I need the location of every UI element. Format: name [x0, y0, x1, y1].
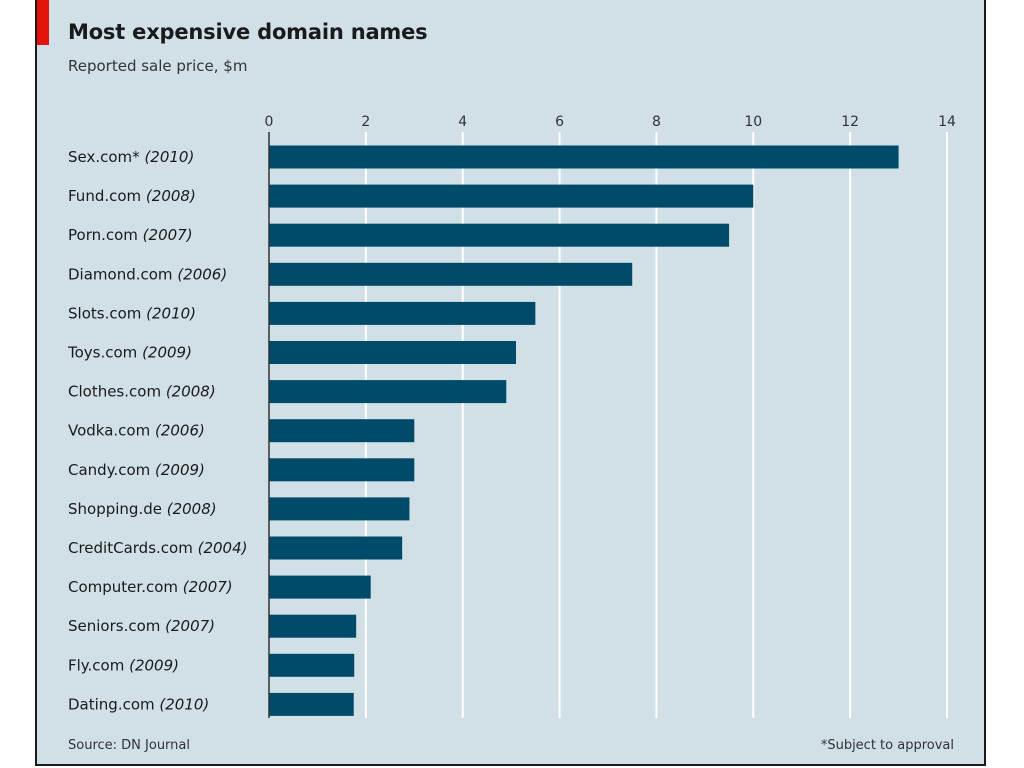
category-name: Sex.com*: [68, 148, 144, 166]
category-label-8: Candy.com (2009): [68, 461, 205, 479]
x-tick-label-10: 10: [744, 114, 762, 130]
category-label-4: Slots.com (2010): [68, 304, 196, 322]
bar-8: [269, 458, 415, 482]
category-year: (2010): [144, 148, 194, 166]
category-name: Dating.com: [68, 695, 159, 713]
bar-11: [269, 575, 371, 599]
category-label-9: Shopping.de (2008): [68, 500, 217, 518]
bar-4: [269, 301, 536, 325]
category-name: Vodka.com: [68, 422, 155, 440]
chart-title: Most expensive domain names: [68, 20, 428, 44]
category-name: Candy.com: [68, 461, 155, 479]
category-label-3: Diamond.com (2006): [68, 265, 227, 283]
category-name: Fund.com: [68, 187, 146, 205]
category-year: (2008): [146, 187, 196, 205]
source-note: Source: DN Journal: [68, 738, 190, 753]
bar-14: [269, 692, 354, 716]
bar-13: [269, 653, 355, 677]
x-tick-label-6: 6: [555, 114, 564, 130]
category-label-10: CreditCards.com (2004): [68, 539, 247, 557]
category-year: (2009): [129, 656, 179, 674]
category-label-0: Sex.com* (2010): [68, 148, 194, 166]
x-tick-label-0: 0: [265, 114, 274, 130]
category-year: (2006): [155, 422, 205, 440]
bar-1: [269, 184, 754, 208]
category-name: Diamond.com: [68, 265, 177, 283]
category-label-1: Fund.com (2008): [68, 187, 196, 205]
category-name: Computer.com: [68, 578, 183, 596]
x-tick-label-2: 2: [361, 114, 370, 130]
x-tick-label-8: 8: [652, 114, 661, 130]
red-tag-accent: [37, 0, 49, 45]
category-year: (2009): [142, 344, 192, 362]
category-year: (2010): [159, 695, 209, 713]
bar-9: [269, 497, 410, 521]
bar-12: [269, 614, 357, 638]
category-name: Slots.com: [68, 304, 146, 322]
x-tick-label-12: 12: [841, 114, 859, 130]
category-year: (2007): [183, 578, 233, 596]
bar-2: [269, 223, 730, 247]
bar-chart: 0 2 4 6 8 10 12 14 Sex.com* (2010) Fund.com (2008…: [67, 114, 956, 718]
category-year: (2007): [143, 226, 193, 244]
category-name: CreditCards.com: [68, 539, 198, 557]
bar-7: [269, 419, 415, 443]
category-name: Toys.com: [67, 344, 142, 362]
category-label-2: Porn.com (2007): [68, 226, 193, 244]
chart-panel: Most expensive domain names Reported sal…: [35, 0, 986, 766]
category-label-12: Seniors.com (2007): [68, 617, 215, 635]
category-label-5: Toys.com (2009): [67, 344, 192, 362]
category-year: (2007): [165, 617, 215, 635]
bar-10: [269, 536, 403, 560]
category-name: Fly.com: [68, 656, 129, 674]
footnote: *Subject to approval: [820, 738, 954, 753]
category-label-11: Computer.com (2007): [68, 578, 233, 596]
category-year: (2008): [167, 500, 217, 518]
x-tick-label-14: 14: [938, 114, 956, 130]
bar-3: [269, 262, 633, 286]
category-name: Shopping.de: [68, 500, 167, 518]
category-label-14: Dating.com (2010): [68, 695, 209, 713]
category-name: Porn.com: [68, 226, 143, 244]
category-year: (2009): [155, 461, 205, 479]
category-year: (2004): [198, 539, 248, 557]
bar-5: [269, 341, 516, 364]
x-tick-label-4: 4: [458, 114, 467, 130]
category-year: (2006): [177, 265, 227, 283]
category-label-6: Clothes.com (2008): [68, 383, 216, 401]
chart-subtitle: Reported sale price, $m: [68, 57, 248, 75]
category-name: Seniors.com: [68, 617, 165, 635]
category-label-13: Fly.com (2009): [68, 656, 179, 674]
bar-6: [269, 380, 507, 404]
category-year: (2010): [146, 304, 196, 322]
category-name: Clothes.com: [68, 383, 166, 401]
bar-0: [269, 145, 899, 169]
category-label-7: Vodka.com (2006): [68, 422, 205, 440]
category-year: (2008): [166, 383, 216, 401]
